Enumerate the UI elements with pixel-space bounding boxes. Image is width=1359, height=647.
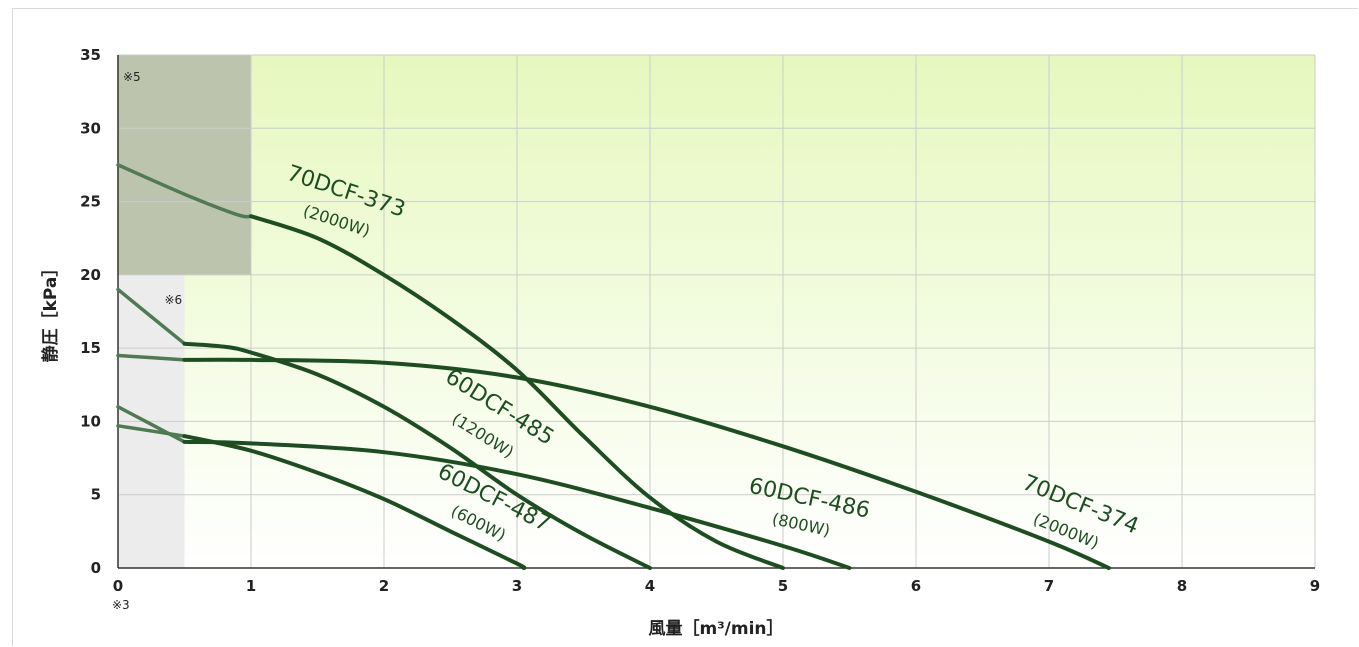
y-tick-label: 15 bbox=[80, 339, 101, 357]
y-tick-label: 10 bbox=[80, 412, 101, 430]
x-tick-label: 7 bbox=[1044, 577, 1054, 595]
note-6-label: ※6 bbox=[165, 293, 183, 307]
series-curve-70DCF-374-low-flow bbox=[116, 353, 187, 362]
chart-frame bbox=[12, 8, 1358, 646]
series-curve-70DCF-374 bbox=[182, 357, 1111, 570]
series-curve-70DCF-373-low-flow bbox=[116, 163, 253, 219]
y-tick-label: 20 bbox=[80, 266, 101, 284]
note-5-label: ※5 bbox=[123, 70, 141, 84]
y-tick-label: 35 bbox=[80, 46, 101, 64]
y-tick-label: 25 bbox=[80, 193, 101, 211]
x-tick-label: 3 bbox=[512, 577, 522, 595]
x-tick-label: 1 bbox=[246, 577, 256, 595]
shaded-region-note-5 bbox=[118, 55, 251, 275]
series-curve-60DCF-487-low-flow bbox=[116, 424, 187, 438]
x-tick-label: 4 bbox=[645, 577, 655, 595]
series-curves bbox=[116, 163, 1111, 570]
grid-lines bbox=[117, 54, 1316, 569]
plot-background bbox=[118, 55, 1315, 568]
x-tick-label: 9 bbox=[1310, 577, 1320, 595]
x-tick-label: 2 bbox=[379, 577, 389, 595]
note-3-label: ※3 bbox=[112, 598, 130, 612]
tick-labels: 0 1 2 3 4 5 6 7 8 9 0 5 10 15 20 25 30 35 bbox=[80, 46, 1320, 595]
x-axis-title: 風量［m³/min］ bbox=[648, 618, 783, 639]
series-curve-60DCF-487 bbox=[182, 434, 527, 570]
y-tick-label: 30 bbox=[80, 119, 101, 137]
series-curve-70DCF-373 bbox=[249, 214, 785, 570]
y-tick-label: 5 bbox=[91, 486, 101, 504]
y-tick-label: 0 bbox=[91, 559, 101, 577]
x-tick-label: 6 bbox=[911, 577, 921, 595]
series-curve-60DCF-486 bbox=[182, 439, 852, 570]
series-curve-60DCF-485-low-flow bbox=[116, 287, 187, 346]
x-tick-label: 8 bbox=[1177, 577, 1187, 595]
y-axis-title: 静圧［kPa］ bbox=[40, 260, 61, 363]
series-curve-60DCF-485 bbox=[182, 341, 652, 570]
x-tick-label: 5 bbox=[778, 577, 788, 595]
x-tick-label: 0 bbox=[113, 577, 123, 595]
series-curve-60DCF-486-low-flow bbox=[116, 405, 187, 444]
